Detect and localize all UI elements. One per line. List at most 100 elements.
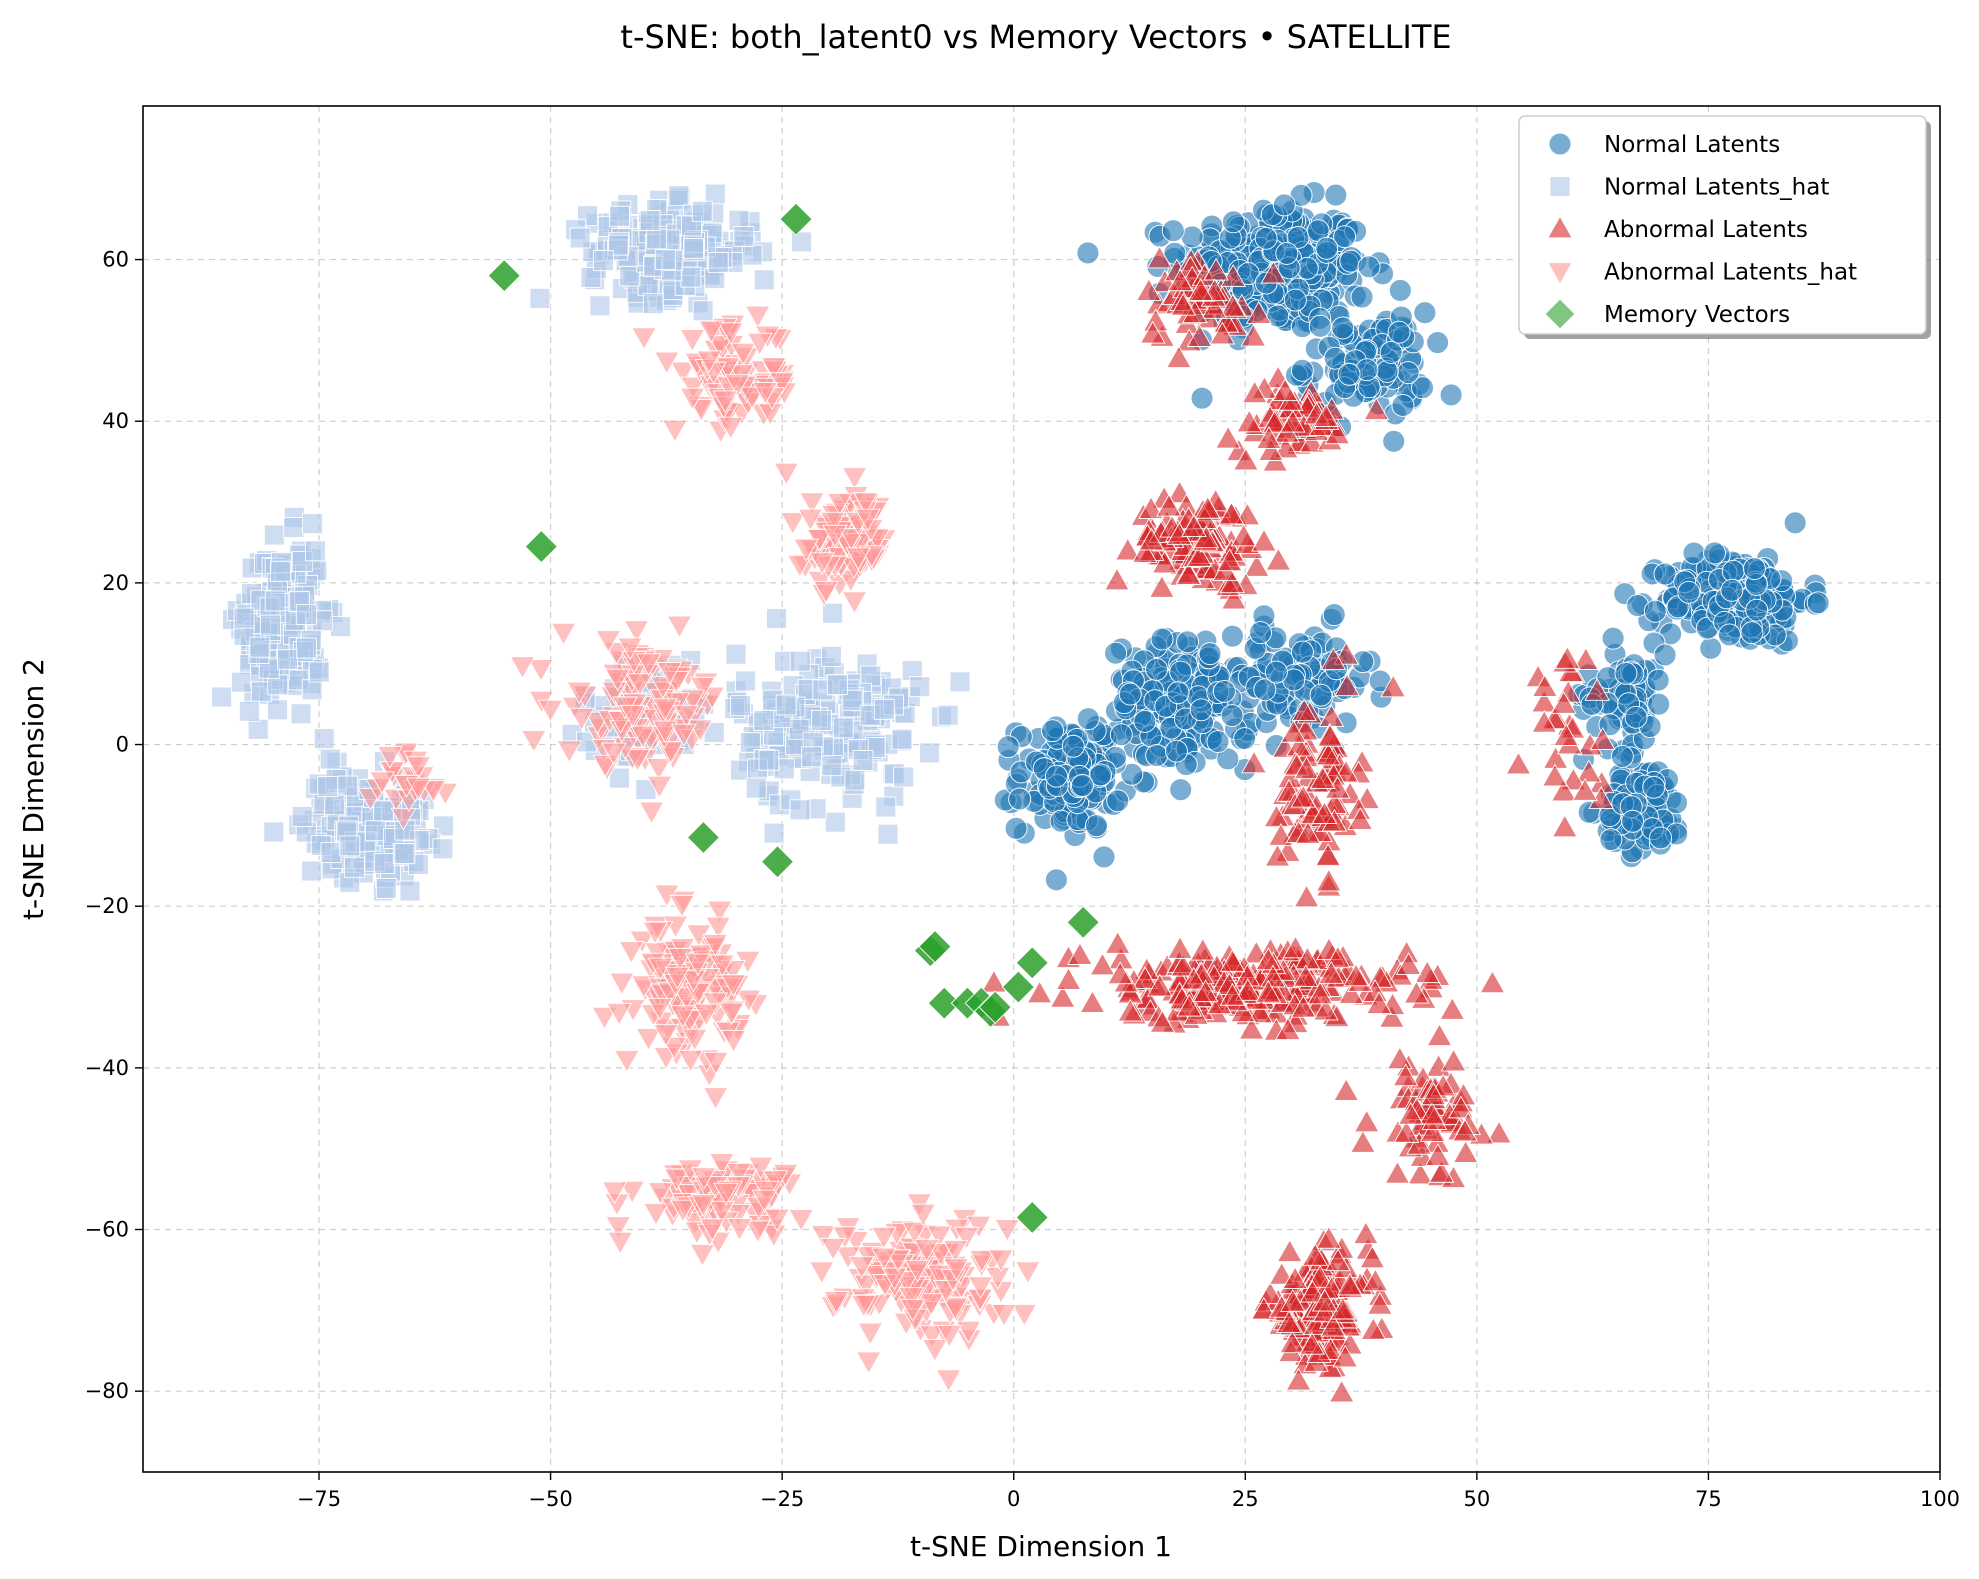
data-point bbox=[1334, 673, 1360, 697]
data-point bbox=[1241, 380, 1268, 404]
data-point bbox=[1740, 621, 1764, 645]
data-point bbox=[1061, 734, 1085, 758]
data-point bbox=[707, 251, 729, 273]
data-point bbox=[1332, 1344, 1359, 1368]
data-point bbox=[1263, 804, 1290, 828]
data-point bbox=[343, 856, 365, 878]
y-tick-label: 20 bbox=[102, 571, 129, 595]
data-point bbox=[1308, 314, 1332, 338]
data-point bbox=[1322, 603, 1346, 627]
data-point bbox=[1146, 973, 1173, 997]
data-point bbox=[295, 603, 317, 625]
data-point bbox=[1256, 426, 1282, 449]
legend-label: Abnormal Latents bbox=[1604, 217, 1808, 243]
data-point bbox=[1041, 719, 1064, 743]
data-point bbox=[1187, 278, 1214, 301]
data-point bbox=[1299, 429, 1325, 453]
data-point bbox=[654, 249, 676, 270]
data-point bbox=[1610, 744, 1634, 768]
data-point bbox=[1181, 514, 1207, 537]
y-tick-label: 0 bbox=[116, 733, 129, 757]
data-point bbox=[1008, 787, 1032, 811]
data-point bbox=[1245, 301, 1272, 324]
data-point bbox=[1642, 775, 1666, 799]
data-point bbox=[1280, 719, 1307, 743]
data-point bbox=[1366, 991, 1392, 1014]
data-point bbox=[1212, 679, 1236, 703]
data-point bbox=[1359, 1245, 1386, 1269]
legend-marker-square bbox=[1549, 176, 1571, 197]
data-point bbox=[1363, 397, 1390, 421]
data-point bbox=[231, 671, 252, 693]
data-point bbox=[763, 822, 785, 844]
legend-label: Abnormal Latents_hat bbox=[1604, 260, 1857, 286]
data-point bbox=[1236, 409, 1263, 433]
data-point bbox=[1089, 763, 1113, 787]
data-point bbox=[1337, 1272, 1363, 1296]
data-point bbox=[1219, 982, 1246, 1006]
data-point bbox=[1624, 705, 1648, 729]
data-point bbox=[1718, 623, 1741, 647]
data-point bbox=[996, 735, 1020, 759]
data-point bbox=[642, 293, 664, 315]
data-point bbox=[877, 823, 899, 845]
data-point bbox=[283, 517, 305, 538]
data-point bbox=[1324, 183, 1348, 207]
data-point bbox=[1186, 324, 1213, 347]
data-point bbox=[1118, 682, 1142, 706]
data-point bbox=[1643, 599, 1667, 623]
data-point bbox=[1362, 1268, 1389, 1292]
data-point bbox=[1055, 967, 1082, 990]
data-point bbox=[1253, 678, 1277, 702]
data-point bbox=[339, 835, 361, 857]
chart-title: t-SNE: both_latent0 vs Memory Vectors • … bbox=[620, 18, 1451, 56]
x-tick-label: 50 bbox=[1463, 1487, 1490, 1511]
data-point bbox=[1193, 525, 1220, 549]
data-point bbox=[608, 767, 630, 789]
data-point bbox=[789, 650, 811, 672]
data-point bbox=[319, 748, 341, 770]
series-normal-latents bbox=[993, 181, 1830, 892]
data-point bbox=[1255, 979, 1282, 1003]
data-point bbox=[1190, 386, 1214, 410]
data-point bbox=[1131, 539, 1158, 563]
data-point bbox=[1311, 1288, 1338, 1312]
data-point bbox=[1307, 981, 1334, 1005]
data-point bbox=[1216, 747, 1240, 771]
data-point bbox=[735, 670, 756, 692]
data-point bbox=[313, 728, 335, 750]
data-point bbox=[1254, 226, 1278, 250]
data-point bbox=[399, 880, 421, 902]
data-point bbox=[1268, 822, 1294, 846]
data-point bbox=[1382, 429, 1406, 453]
data-point bbox=[1350, 1129, 1376, 1153]
data-point bbox=[753, 269, 775, 291]
data-point bbox=[1333, 225, 1357, 249]
data-point bbox=[1420, 1082, 1447, 1106]
data-point bbox=[1426, 1023, 1453, 1047]
data-point bbox=[1428, 1159, 1455, 1183]
data-point bbox=[1806, 591, 1830, 615]
data-point bbox=[1251, 528, 1277, 552]
y-tick-label: −80 bbox=[85, 1379, 129, 1403]
data-point bbox=[1089, 952, 1116, 976]
legend: Normal Latents Normal Latents_hat Abnormal… bbox=[1518, 115, 1931, 339]
data-point bbox=[1486, 1120, 1512, 1144]
data-point bbox=[791, 231, 812, 253]
data-point bbox=[1419, 1119, 1446, 1142]
data-point bbox=[1076, 241, 1100, 265]
data-point bbox=[1260, 964, 1286, 988]
data-point bbox=[1219, 570, 1246, 594]
data-point bbox=[1554, 645, 1581, 669]
data-point bbox=[1439, 997, 1466, 1020]
data-point bbox=[1104, 567, 1130, 591]
data-point bbox=[919, 742, 941, 764]
data-point bbox=[238, 700, 260, 722]
data-point bbox=[1285, 733, 1312, 757]
data-point bbox=[1324, 421, 1351, 445]
data-point bbox=[1138, 496, 1164, 519]
data-point bbox=[1575, 759, 1602, 783]
data-point bbox=[753, 709, 775, 731]
data-point bbox=[1312, 997, 1339, 1021]
data-point bbox=[1180, 966, 1207, 990]
